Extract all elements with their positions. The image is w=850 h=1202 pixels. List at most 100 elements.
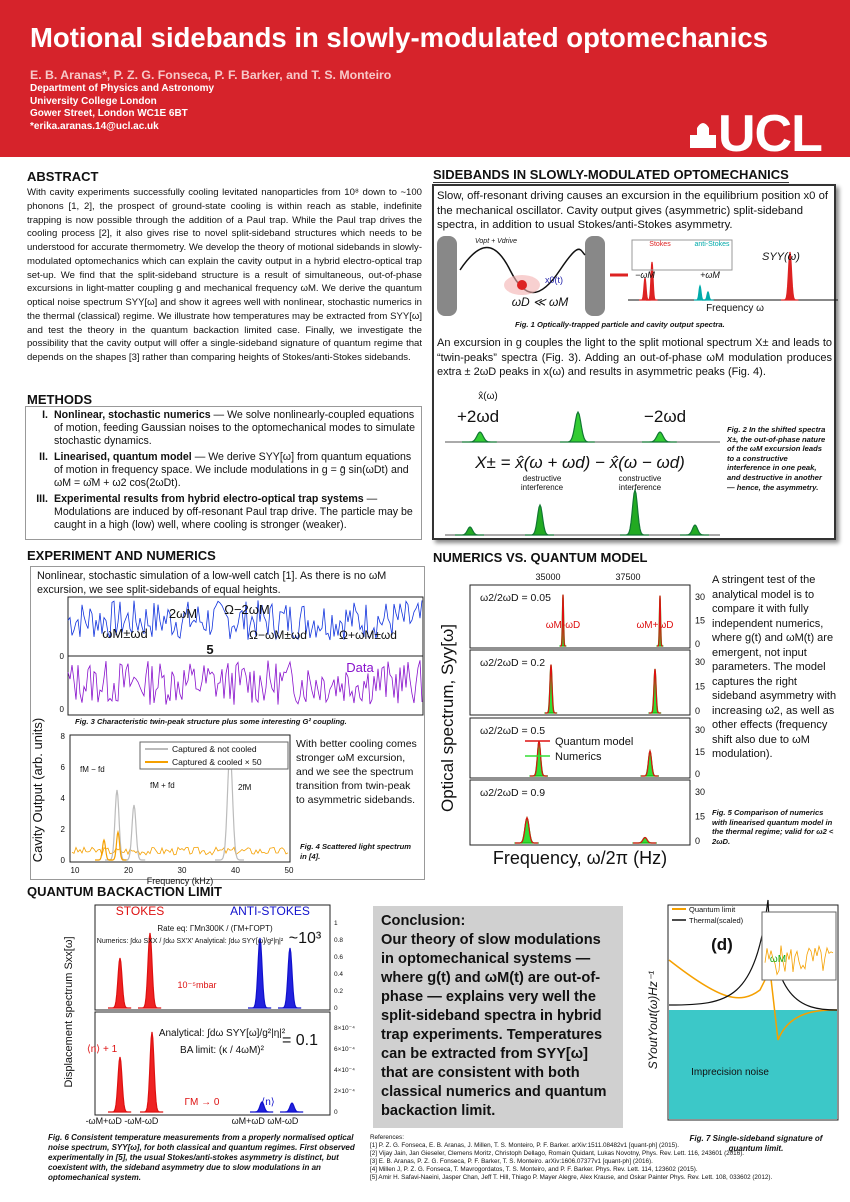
- figure-label: = 0.1: [282, 1032, 318, 1049]
- references: References: [1] P. Z. G. Fonseca, E. B. A…: [370, 1134, 842, 1182]
- peak: [649, 668, 661, 714]
- figure-label: 15: [695, 747, 705, 757]
- frame: [94, 904, 331, 1011]
- method-lead: Nonlinear, stochastic numerics: [54, 409, 211, 421]
- method-item: I. Nonlinear, stochastic numerics — We so…: [30, 409, 420, 448]
- conclusion-heading: Conclusion:: [381, 913, 466, 929]
- figure-label: 0: [695, 836, 700, 846]
- peak: [560, 594, 566, 647]
- frame: [469, 717, 691, 779]
- figure-label: 4×10⁻⁴: [334, 1067, 355, 1074]
- figure-label: 30: [695, 592, 705, 602]
- trace: [764, 944, 834, 976]
- figure-caption: Fig. 3 Characteristic twin-peak structur…: [75, 717, 347, 726]
- figure-label: 0.4: [334, 971, 343, 978]
- figure-label: ω2/2ωD = 0.05: [480, 592, 551, 604]
- peak: [641, 749, 659, 777]
- figure-label: ANTI-STOKES: [230, 904, 310, 918]
- peak: [530, 740, 548, 777]
- figure-label: SYoutYout(ω)Hz⁻¹: [646, 971, 660, 1069]
- method-text: — We solve nonlinearly-coupled equations…: [54, 409, 415, 447]
- figure-label: ω2/2ωD = 0.5: [480, 725, 545, 737]
- abstract-text: With cavity experiments successfully coo…: [27, 187, 422, 363]
- method-numeral: II.: [39, 451, 48, 463]
- figure-label: Rate eq: ΓMn300K / (ΓM+ΓOPT): [157, 924, 273, 933]
- reference: [2] Vijay Jain, Jan Gieseler, Clemens Mo…: [370, 1150, 745, 1157]
- figure-label: Frequency, ω/2π (Hz): [493, 848, 667, 868]
- peak: [640, 749, 659, 777]
- method-numeral: III.: [36, 493, 48, 505]
- peak: [138, 932, 162, 1009]
- affiliation: Department of Physics and Astronomy Unive…: [30, 83, 214, 133]
- frame: [761, 911, 837, 981]
- conclusion-text: Our theory of slow modulations in optome…: [381, 932, 607, 1119]
- figure-label: ⟨n⟩: [261, 1097, 274, 1108]
- figure-label: Optical spectrum, Syy[ω]: [438, 624, 457, 812]
- figure-label: 0.6: [334, 954, 343, 961]
- method-text: — Modulations are induced by off-resonan…: [54, 493, 413, 531]
- peak: [559, 594, 567, 647]
- peak: [632, 836, 657, 844]
- peak: [108, 1056, 132, 1113]
- figure-caption: Fig. 6 Consistent temperature measuremen…: [48, 1133, 355, 1182]
- figure-label: ωM+ωD: [636, 620, 673, 631]
- peak: [544, 664, 558, 714]
- section-heading: ABSTRACT: [27, 169, 99, 184]
- figure-caption: Fig. 1 Optically-trapped particle and ca…: [515, 320, 725, 329]
- section-heading: SIDEBANDS IN SLOWLY-MODULATED OPTOMECHAN…: [433, 167, 789, 183]
- figure-caption: Fig. 7 Single-sideband signature of quan…: [689, 1134, 823, 1153]
- figure-label: 0: [334, 1005, 338, 1012]
- peak: [545, 664, 557, 714]
- sidebands-text: An excursion in g couples the light to t…: [437, 337, 832, 378]
- affiliation-line: Department of Physics and Astronomy: [30, 83, 215, 94]
- figure-caption: Fig. 4 Scattered light spectrum in [4].: [300, 842, 411, 861]
- peak: [529, 740, 548, 777]
- references-heading: References:: [370, 1134, 404, 1141]
- figure-label: 6×10⁻⁴: [334, 1046, 355, 1053]
- affiliation-line: University College London: [30, 95, 157, 107]
- figure-label: 37500: [615, 572, 640, 582]
- figure-label: ⟨n⟩ + 1: [87, 1044, 118, 1055]
- peak: [280, 1102, 304, 1113]
- method-numeral: I.: [42, 409, 48, 421]
- figure-label: ωM+ωD ωM-ωD: [232, 1116, 299, 1126]
- peak: [656, 595, 664, 647]
- frame: [469, 584, 691, 649]
- figure-label: 15: [695, 682, 705, 692]
- figure-label: 30: [695, 725, 705, 735]
- methods-list: I. Nonlinear, stochastic numerics — We so…: [30, 409, 420, 535]
- figure-label: -ωM+ωD -ωM-ωD: [86, 1116, 159, 1126]
- figure-label: 0.2: [334, 988, 343, 995]
- reference: [5] Amir H. Safavi-Naeini, Jasper Chan, …: [370, 1174, 773, 1181]
- reference: [1] P. Z. G. Fonseca, E. B. Aranas, J. M…: [370, 1142, 679, 1149]
- conclusion-box: Conclusion: Our theory of slow modulation…: [373, 906, 623, 1128]
- figure-label: 0: [695, 639, 700, 649]
- figure-label: ω2/2ωD = 0.2: [480, 657, 545, 669]
- imprecision-area: [669, 1010, 837, 1119]
- authors: E. B. Aranas*, P. Z. G. Fonseca, P. F. B…: [30, 68, 392, 82]
- figure-label: 10⁻⁵mbar: [178, 980, 217, 990]
- thermal: [668, 899, 838, 1011]
- logo: UCL: [718, 105, 823, 163]
- figure-label: Quantum limit: [689, 905, 736, 914]
- experiment-box: [30, 566, 425, 880]
- reference: [4] Millen J, P. Z. G. Fonseca, T. Mavro…: [370, 1166, 698, 1173]
- figure-label: ΓM → 0: [185, 1097, 220, 1108]
- peak: [140, 1031, 164, 1113]
- peak: [278, 947, 302, 1009]
- method-text: — We derive SYY[ω] from quantum equation…: [54, 451, 412, 489]
- peak: [657, 595, 663, 647]
- figure-label: 1: [334, 920, 338, 927]
- frame: [469, 779, 691, 846]
- figure-label: 0.8: [334, 937, 343, 944]
- affiliation-line: *erika.aranas.14@ucl.ac.uk: [30, 120, 159, 132]
- figure-label: Numerics: ∫dω SXX / ∫dω SX'X' Analytical…: [97, 938, 284, 945]
- method-lead: Linearised, quantum model: [54, 451, 192, 463]
- figure-label: STOKES: [116, 904, 164, 918]
- method-item: III. Experimental results from hybrid ele…: [30, 493, 420, 532]
- sidebands-intro: Slow, off-resonant driving causes an exc…: [437, 190, 829, 231]
- frame: [667, 904, 839, 1121]
- figure-label: Displacement spectrum Sxx[ω]: [63, 936, 75, 1087]
- figure-label: ω2/2ωD = 0.9: [480, 787, 545, 799]
